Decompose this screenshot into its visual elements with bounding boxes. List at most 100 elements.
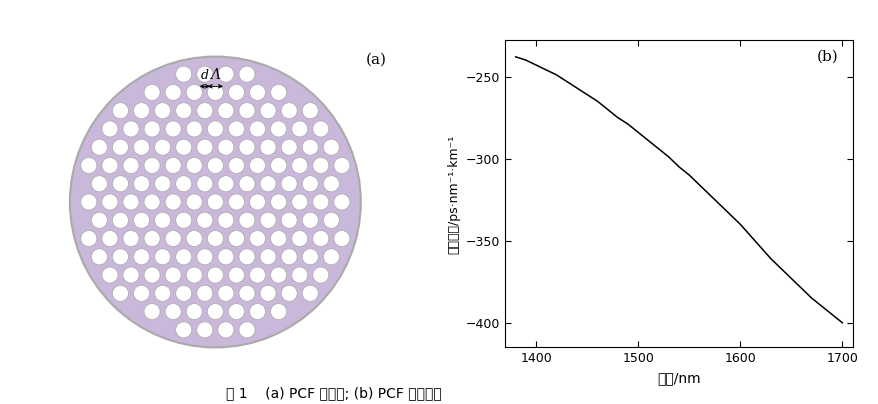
Circle shape — [260, 103, 276, 119]
Circle shape — [197, 139, 212, 155]
Circle shape — [270, 194, 286, 210]
Circle shape — [302, 139, 318, 155]
Circle shape — [197, 103, 212, 119]
Circle shape — [186, 158, 202, 173]
Circle shape — [165, 231, 181, 246]
Circle shape — [239, 249, 255, 265]
Circle shape — [165, 158, 181, 173]
Circle shape — [313, 231, 328, 246]
Circle shape — [176, 285, 191, 301]
Circle shape — [155, 212, 170, 228]
Circle shape — [228, 267, 244, 283]
Circle shape — [239, 103, 255, 119]
Circle shape — [239, 322, 255, 338]
Circle shape — [112, 176, 128, 192]
Text: 图 1    (a) PCF 横截面; (b) PCF 色散曲线: 图 1 (a) PCF 横截面; (b) PCF 色散曲线 — [226, 386, 442, 400]
Circle shape — [249, 158, 265, 173]
Circle shape — [112, 139, 128, 155]
Circle shape — [260, 212, 276, 228]
Circle shape — [133, 285, 149, 301]
Text: (a): (a) — [366, 53, 387, 67]
Circle shape — [302, 103, 318, 119]
Circle shape — [313, 121, 328, 137]
Circle shape — [239, 212, 255, 228]
Circle shape — [133, 249, 149, 265]
Circle shape — [165, 267, 181, 283]
Circle shape — [313, 158, 328, 173]
Circle shape — [155, 139, 170, 155]
Circle shape — [270, 158, 286, 173]
Circle shape — [144, 84, 160, 101]
Circle shape — [176, 249, 191, 265]
Circle shape — [291, 158, 307, 173]
Circle shape — [281, 176, 297, 192]
Text: Λ: Λ — [210, 68, 220, 82]
Circle shape — [165, 84, 181, 101]
Circle shape — [197, 176, 212, 192]
Circle shape — [112, 285, 128, 301]
Circle shape — [218, 249, 234, 265]
Circle shape — [176, 103, 191, 119]
Circle shape — [334, 158, 349, 173]
Circle shape — [228, 158, 244, 173]
Circle shape — [270, 231, 286, 246]
Circle shape — [270, 303, 286, 320]
Circle shape — [123, 267, 139, 283]
Circle shape — [144, 303, 160, 320]
Circle shape — [197, 285, 212, 301]
Circle shape — [81, 158, 97, 173]
Circle shape — [186, 84, 202, 101]
Circle shape — [102, 231, 118, 246]
Circle shape — [249, 194, 265, 210]
Circle shape — [260, 139, 276, 155]
Circle shape — [176, 322, 191, 338]
Circle shape — [207, 158, 223, 173]
Circle shape — [176, 66, 191, 82]
Circle shape — [218, 176, 234, 192]
Circle shape — [123, 194, 139, 210]
Circle shape — [249, 231, 265, 246]
Circle shape — [302, 249, 318, 265]
Circle shape — [249, 84, 265, 101]
Circle shape — [281, 212, 297, 228]
Circle shape — [291, 194, 307, 210]
Circle shape — [165, 303, 181, 320]
Circle shape — [249, 267, 265, 283]
Circle shape — [176, 139, 191, 155]
Circle shape — [186, 121, 202, 137]
Circle shape — [186, 267, 202, 283]
Circle shape — [270, 267, 286, 283]
Circle shape — [334, 194, 349, 210]
Circle shape — [228, 121, 244, 137]
Circle shape — [323, 212, 339, 228]
Circle shape — [207, 84, 223, 101]
Circle shape — [323, 176, 339, 192]
Circle shape — [302, 285, 318, 301]
Circle shape — [197, 249, 212, 265]
Circle shape — [144, 267, 160, 283]
Circle shape — [155, 103, 170, 119]
Circle shape — [218, 103, 234, 119]
Circle shape — [334, 231, 349, 246]
Circle shape — [281, 103, 297, 119]
Circle shape — [144, 194, 160, 210]
Circle shape — [207, 267, 223, 283]
Circle shape — [302, 176, 318, 192]
Circle shape — [81, 231, 97, 246]
Circle shape — [228, 194, 244, 210]
X-axis label: 波长/nm: 波长/nm — [657, 371, 700, 385]
Circle shape — [112, 103, 128, 119]
Circle shape — [123, 121, 139, 137]
Circle shape — [218, 285, 234, 301]
Circle shape — [133, 212, 149, 228]
Circle shape — [102, 121, 118, 137]
Circle shape — [281, 249, 297, 265]
Circle shape — [70, 57, 360, 347]
Circle shape — [239, 66, 255, 82]
Circle shape — [81, 194, 97, 210]
Circle shape — [218, 66, 234, 82]
Circle shape — [176, 212, 191, 228]
Circle shape — [239, 176, 255, 192]
Circle shape — [155, 176, 170, 192]
Circle shape — [165, 194, 181, 210]
